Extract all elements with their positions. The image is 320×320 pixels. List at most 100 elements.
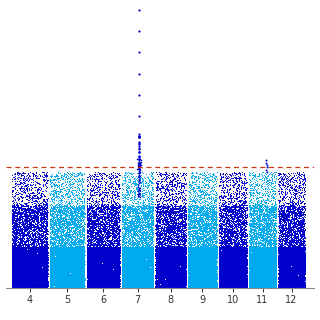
Point	[104, 246, 109, 251]
Point	[51, 247, 56, 252]
Point	[149, 260, 154, 265]
Point	[266, 216, 271, 221]
Point	[262, 281, 267, 286]
Point	[57, 285, 62, 290]
Point	[281, 269, 286, 275]
Point	[39, 245, 44, 250]
Point	[148, 267, 153, 272]
Point	[234, 246, 239, 252]
Point	[78, 257, 83, 262]
Point	[212, 276, 217, 281]
Point	[121, 250, 126, 255]
Point	[280, 285, 285, 290]
Point	[78, 276, 83, 281]
Point	[85, 174, 91, 179]
Point	[116, 275, 122, 280]
Point	[187, 282, 192, 287]
Point	[252, 208, 257, 213]
Point	[114, 280, 119, 285]
Point	[223, 271, 228, 276]
Point	[246, 264, 252, 269]
Point	[66, 179, 71, 184]
Point	[9, 260, 14, 265]
Point	[56, 226, 61, 231]
Point	[267, 253, 272, 259]
Point	[234, 176, 239, 181]
Point	[248, 250, 253, 255]
Point	[266, 282, 271, 287]
Point	[80, 250, 85, 255]
Point	[218, 254, 223, 259]
Point	[288, 257, 293, 262]
Point	[108, 244, 113, 250]
Point	[43, 273, 48, 278]
Point	[170, 246, 175, 251]
Point	[206, 226, 211, 231]
Point	[237, 211, 242, 216]
Point	[73, 263, 78, 268]
Point	[34, 261, 39, 266]
Point	[120, 283, 125, 288]
Point	[42, 248, 47, 253]
Point	[15, 251, 20, 256]
Point	[277, 262, 283, 267]
Point	[138, 279, 143, 284]
Point	[116, 259, 121, 264]
Point	[196, 278, 201, 283]
Point	[165, 268, 170, 273]
Point	[205, 264, 211, 269]
Point	[112, 211, 117, 216]
Point	[204, 270, 209, 275]
Point	[286, 214, 291, 220]
Point	[106, 260, 111, 265]
Point	[181, 265, 186, 270]
Point	[148, 257, 153, 262]
Point	[97, 230, 102, 235]
Point	[163, 272, 168, 277]
Point	[270, 262, 275, 267]
Point	[298, 245, 303, 250]
Point	[16, 265, 21, 270]
Point	[98, 205, 103, 210]
Point	[81, 275, 86, 280]
Point	[39, 261, 44, 267]
Point	[254, 207, 259, 212]
Point	[175, 284, 180, 289]
Point	[236, 260, 242, 265]
Point	[139, 280, 144, 285]
Point	[44, 239, 50, 244]
Point	[278, 279, 283, 284]
Point	[144, 269, 149, 274]
Point	[13, 273, 18, 278]
Point	[301, 186, 306, 191]
Point	[169, 260, 174, 266]
Point	[11, 278, 16, 283]
Point	[84, 273, 89, 278]
Point	[25, 252, 30, 257]
Point	[205, 188, 210, 193]
Point	[264, 284, 269, 289]
Point	[139, 257, 144, 262]
Point	[33, 213, 38, 218]
Point	[42, 212, 47, 217]
Point	[279, 216, 284, 221]
Point	[260, 264, 266, 269]
Point	[266, 283, 271, 288]
Point	[81, 258, 86, 263]
Point	[116, 224, 121, 229]
Point	[257, 285, 262, 290]
Point	[10, 260, 15, 265]
Point	[127, 271, 132, 276]
Point	[132, 260, 137, 266]
Point	[240, 262, 245, 267]
Point	[176, 279, 181, 284]
Point	[126, 192, 131, 197]
Point	[146, 251, 151, 256]
Point	[293, 188, 298, 193]
Point	[131, 278, 136, 283]
Point	[40, 272, 45, 277]
Point	[166, 279, 171, 284]
Point	[212, 177, 217, 182]
Point	[132, 242, 137, 247]
Point	[155, 277, 160, 282]
